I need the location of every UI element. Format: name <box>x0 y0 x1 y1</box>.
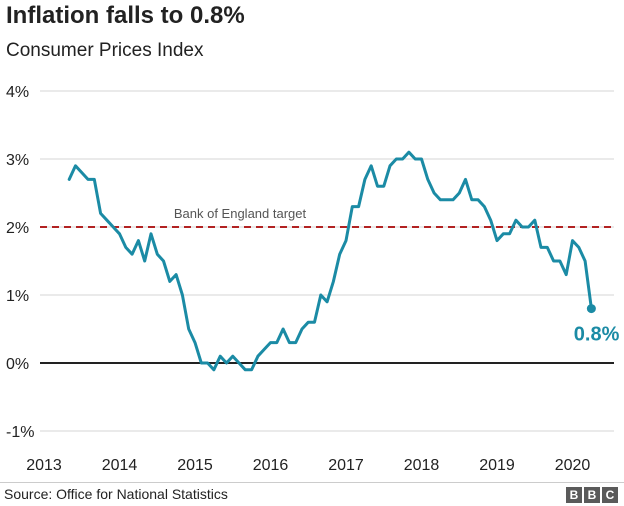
footer-divider <box>0 482 624 483</box>
latest-value-point <box>586 304 596 314</box>
bbc-logo: B B C <box>566 487 618 503</box>
target-line-label: Bank of England target <box>174 206 307 221</box>
x-tick-label: 2017 <box>328 457 364 474</box>
y-tick-label: 4% <box>6 84 29 101</box>
source-note: Source: Office for National Statistics <box>4 486 228 502</box>
x-tick-label: 2020 <box>555 457 591 474</box>
x-tick-label: 2019 <box>479 457 515 474</box>
y-tick-label: 3% <box>6 152 29 169</box>
bbc-logo-letter: B <box>566 487 582 503</box>
latest-value-label: 0.8% <box>574 324 620 346</box>
x-tick-label: 2016 <box>253 457 289 474</box>
bbc-logo-letter: B <box>584 487 600 503</box>
y-tick-label: -1% <box>6 424 34 441</box>
x-tick-label: 2013 <box>26 457 62 474</box>
y-tick-label: 0% <box>6 356 29 373</box>
bbc-logo-letter: C <box>602 487 618 503</box>
x-tick-label: 2015 <box>177 457 213 474</box>
y-tick-label: 2% <box>6 220 29 237</box>
cpi-series-line <box>67 150 593 372</box>
chart-subtitle: Consumer Prices Index <box>6 40 204 61</box>
chart-title: Inflation falls to 0.8% <box>6 2 245 29</box>
x-tick-label: 2018 <box>404 457 440 474</box>
x-tick-label: 2014 <box>102 457 138 474</box>
y-tick-label: 1% <box>6 288 29 305</box>
inflation-line-chart: Bank of England target 4% 3% 2% 1% 0% -1% 2013… <box>6 84 620 474</box>
